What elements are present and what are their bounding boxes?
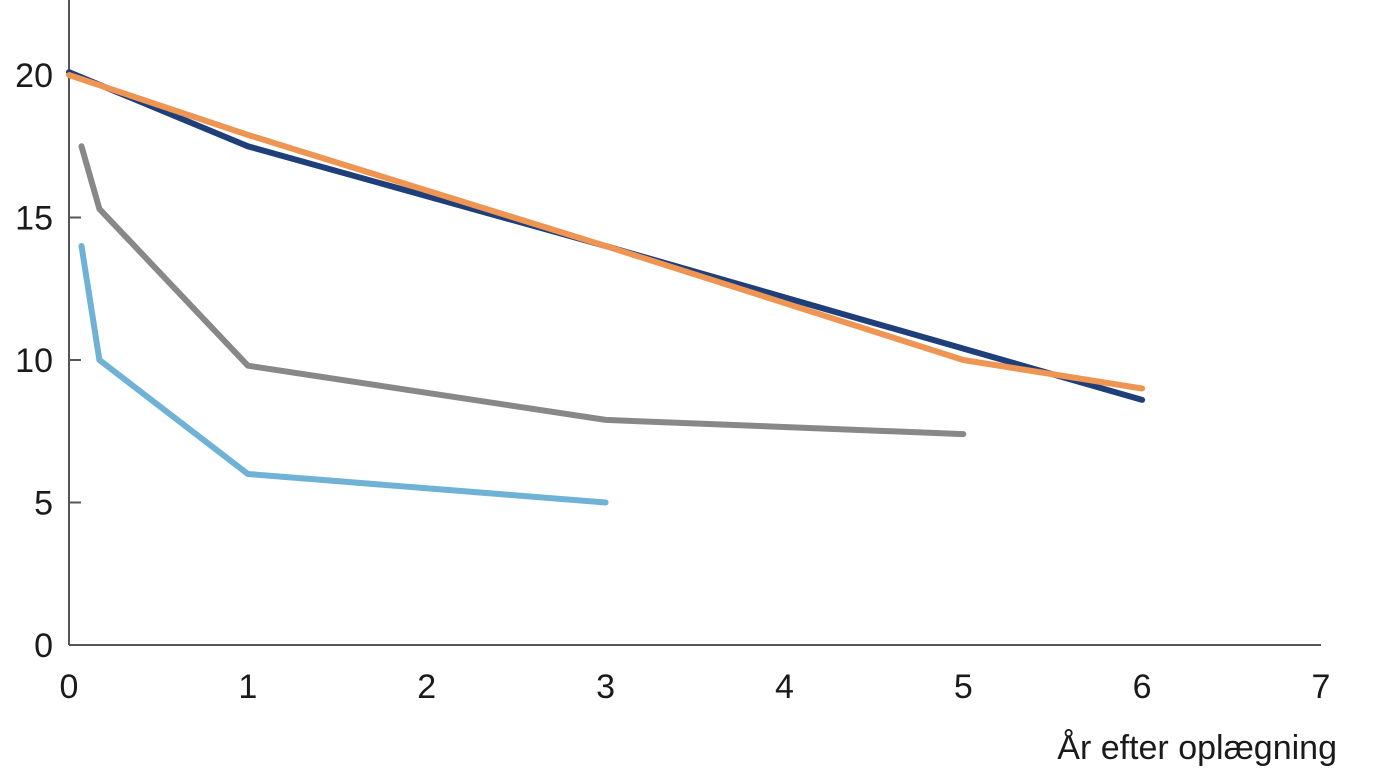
series-line-4 — [78, 243, 609, 506]
x-tick-label: 3 — [596, 668, 615, 706]
axes — [68, 0, 1321, 646]
x-axis-title: År efter oplægning — [1057, 729, 1337, 767]
y-tick-group: 0 5 10 15 20 — [15, 57, 81, 665]
series-line-3 — [78, 143, 967, 438]
series-layer — [66, 69, 1146, 506]
x-tick-label: 5 — [954, 668, 973, 706]
series-line-1 — [66, 69, 1146, 403]
x-tick-label: 1 — [238, 668, 257, 706]
x-tick-label: 6 — [1133, 668, 1152, 706]
x-tick-group: 0 1 2 3 4 5 6 7 — [60, 668, 1331, 706]
y-tick-label: 5 — [34, 485, 53, 523]
x-tick-label: 2 — [417, 668, 436, 706]
y-tick-label: 20 — [15, 57, 53, 95]
series-line-2 — [66, 72, 1146, 392]
y-tick-label: 15 — [15, 200, 53, 238]
y-tick-label: 0 — [34, 627, 53, 665]
y-tick-label: 10 — [15, 342, 53, 380]
x-tick-label: 4 — [775, 668, 794, 706]
x-tick-label: 7 — [1312, 668, 1331, 706]
x-tick-label: 0 — [60, 668, 79, 706]
